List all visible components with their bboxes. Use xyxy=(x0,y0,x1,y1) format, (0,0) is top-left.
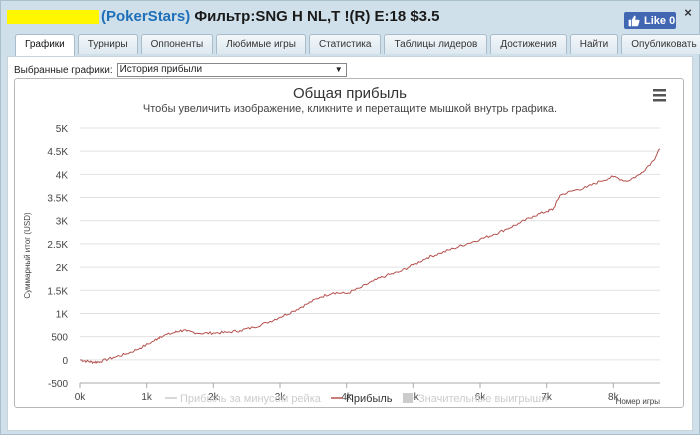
y-tick-label: 5K xyxy=(56,124,69,135)
y-axis-label: Суммарный итог (USD) xyxy=(23,212,32,299)
tab-8[interactable]: Опубликовать xyxy=(621,34,700,54)
legend-item-1[interactable]: Прибыль xyxy=(346,393,393,405)
x-tick-label: 7k xyxy=(541,392,553,403)
tab-3[interactable]: Любимые игры xyxy=(216,34,306,54)
y-tick-label: 4.5K xyxy=(47,147,68,158)
chart-title: Общая прибыль xyxy=(293,85,407,102)
x-tick-label: 2k xyxy=(208,392,220,403)
title-filter: Фильтр:SNG H NL,T !(R) E:18 $3.5 xyxy=(190,8,440,25)
tab-2[interactable]: Оппоненты xyxy=(140,34,214,54)
like-label: Like 0 xyxy=(644,14,676,27)
x-tick-label: 0k xyxy=(75,392,87,403)
chart-subtitle: Чтобы увеличить изображение, кликните и … xyxy=(143,103,557,115)
chart-selector-row: Выбранные графики: История прибыли ▼ xyxy=(14,63,347,77)
y-tick-label: 3K xyxy=(56,217,69,228)
x-axis-label: Номер игры xyxy=(616,397,661,406)
title-bar: (PokerStars) Фильтр:SNG H NL,T !(R) E:18… xyxy=(1,1,699,33)
y-tick-label: 1.5K xyxy=(47,286,68,297)
tab-4[interactable]: Статистика xyxy=(308,34,382,54)
x-tick-label: 3k xyxy=(275,392,287,403)
chart-selector-label: Выбранные графики: xyxy=(14,64,113,76)
redacted-player-name xyxy=(7,10,99,24)
series-line-profit xyxy=(79,148,661,365)
legend-item-0[interactable]: Прибыль за минусом рейка xyxy=(180,393,322,405)
legend-swatch-big-wins xyxy=(403,393,413,403)
tab-1[interactable]: Турниры xyxy=(77,34,138,54)
y-tick-label: 0 xyxy=(62,356,68,367)
y-tick-label: 3.5K xyxy=(47,194,68,205)
tab-0[interactable]: Графики xyxy=(15,34,75,56)
chart-container[interactable]: Общая прибыль Чтобы увеличить изображение… xyxy=(14,78,684,408)
charts-panel: Выбранные графики: История прибыли ▼ Общ… xyxy=(7,56,693,431)
thumbs-up-icon xyxy=(628,15,640,27)
title-site: (PokerStars) xyxy=(101,8,191,25)
tab-bar: Графики Турниры Оппоненты Любимые игры Стати… xyxy=(15,34,700,56)
x-tick-label: 4k xyxy=(341,392,353,403)
facebook-like-button[interactable]: Like 0 xyxy=(624,12,676,29)
y-tick-label: 1K xyxy=(56,309,69,320)
y-tick-label: 2.5K xyxy=(47,240,68,251)
y-tick-label: 4K xyxy=(56,170,69,181)
y-tick-label: 500 xyxy=(51,333,68,344)
tab-5[interactable]: Таблицы лидеров xyxy=(384,34,488,54)
y-tick-label: -500 xyxy=(48,379,68,390)
x-tick-label: 8k xyxy=(608,392,620,403)
chart-select-value: История прибыли xyxy=(119,64,203,75)
legend-item-2[interactable]: Значительные выигрыши xyxy=(418,393,547,405)
tab-6[interactable]: Достижения xyxy=(490,34,567,54)
window-title: (PokerStars) Фильтр:SNG H NL,T !(R) E:18… xyxy=(101,8,440,25)
tab-7[interactable]: Найти xyxy=(569,34,619,54)
close-button[interactable]: × xyxy=(684,5,692,20)
y-tick-label: 2K xyxy=(56,263,69,274)
x-tick-label: 1k xyxy=(141,392,153,403)
chart-select-dropdown[interactable]: История прибыли ▼ xyxy=(116,63,347,77)
x-tick-label: 6k xyxy=(475,392,487,403)
x-tick-label: 5k xyxy=(408,392,420,403)
chart-menu-icon[interactable] xyxy=(653,89,666,102)
dropdown-arrow-icon: ▼ xyxy=(334,65,343,74)
